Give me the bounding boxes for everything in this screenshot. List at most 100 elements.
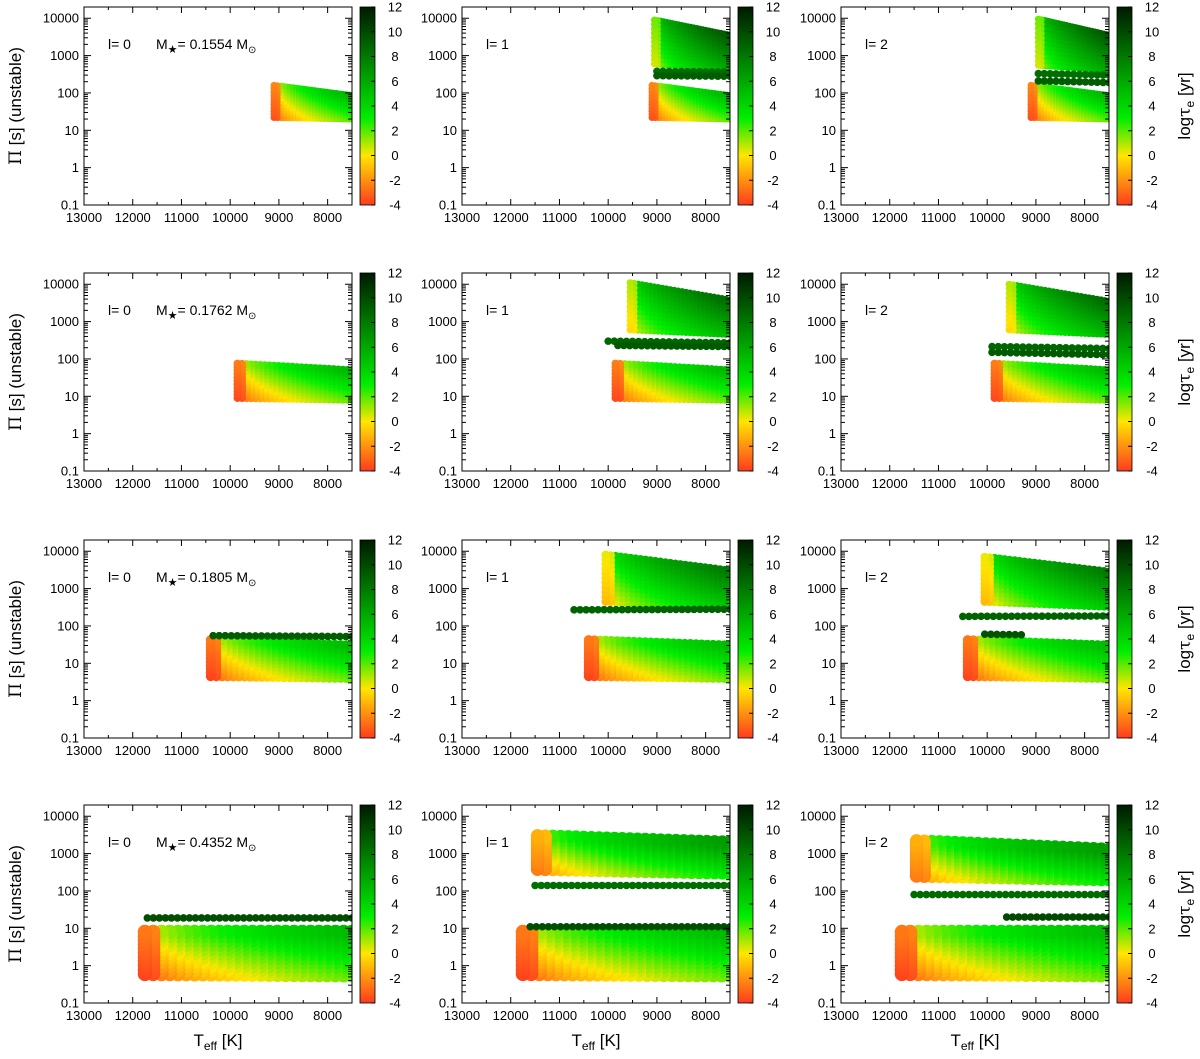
colorbar-tick-label: 0 <box>391 148 398 163</box>
panel-r1-l2: 13000 12000 11000 10000 9000 80000.1110100100… <box>800 0 1197 225</box>
y-tick-label: 10 <box>822 123 836 138</box>
y-tick-label: 10 <box>65 389 79 404</box>
data-point <box>1105 344 1109 353</box>
data-point <box>626 279 634 287</box>
data-point <box>251 632 260 640</box>
x-tick-label: 10000 <box>969 210 1005 225</box>
data-point <box>695 72 704 80</box>
data-point <box>994 348 1003 357</box>
colorbar-tick-label: 12 <box>388 0 402 15</box>
mode-band-2 <box>626 279 730 339</box>
x-tick-label: 10000 <box>212 476 248 491</box>
colorbar-label: logτe [yr] <box>1175 72 1197 139</box>
colorbar-tick-label: 10 <box>388 557 402 572</box>
data-point <box>324 632 332 641</box>
data-point <box>1081 78 1090 86</box>
data-point <box>293 632 302 640</box>
data-point <box>684 342 693 350</box>
data-point <box>1000 342 1009 351</box>
data-point <box>690 342 699 350</box>
mass-value: = 0.1805 <box>178 569 233 585</box>
panel-r3-l1: 13000 12000 11000 10000 9000 80000.1110100100… <box>421 533 780 759</box>
colorbar-tick-label: 10 <box>766 24 780 39</box>
data-point <box>257 632 266 640</box>
data-point <box>1012 343 1021 351</box>
y-tick-label: 1 <box>829 426 836 441</box>
panel-r2-l0: 13000 12000 11000 10000 9000 80000.1110100100… <box>6 266 402 492</box>
data-point <box>275 632 284 640</box>
data-point <box>714 72 722 80</box>
y-tick-label: 10000 <box>421 277 457 292</box>
data-point <box>988 348 996 357</box>
y-tick-label: 1000 <box>50 314 79 329</box>
y-tick-label: 0.1 <box>61 731 79 746</box>
x-tick-label: 11000 <box>542 476 577 491</box>
mass-star: ★ <box>168 44 178 56</box>
x-tick-label: 11000 <box>164 210 199 225</box>
y-tick-label: 1 <box>72 160 79 175</box>
l-label: l= 0 <box>108 36 131 52</box>
colorbar-tick-label: 12 <box>388 266 402 281</box>
mass-symbol: M <box>156 302 168 318</box>
x-tick-label: 10000 <box>212 210 248 225</box>
data-point <box>1049 343 1058 352</box>
data-point <box>661 342 669 350</box>
data-point <box>631 341 640 350</box>
data-point <box>1040 69 1049 78</box>
y-tick-label: 100 <box>814 85 836 100</box>
y-tick-label: 100 <box>814 351 836 366</box>
colorbar-tick-label: 8 <box>1148 315 1155 330</box>
x-tick-label: 9000 <box>1021 476 1050 491</box>
data-point <box>1031 343 1039 352</box>
colorbar-tick-label: -4 <box>389 464 401 479</box>
data-point <box>665 71 673 80</box>
data-point <box>637 341 646 350</box>
data-point <box>1099 344 1107 353</box>
colorbar-tick-label: 4 <box>1148 365 1155 380</box>
data-point <box>239 632 248 640</box>
data-point <box>305 632 314 641</box>
data-point <box>702 342 711 351</box>
colorbar-tick-label: -2 <box>767 439 779 454</box>
data-point <box>311 632 320 641</box>
data-point <box>1037 349 1046 358</box>
data-point <box>1043 349 1052 358</box>
data-point <box>1099 71 1107 79</box>
panel-r1-l1: 13000 12000 11000 10000 9000 80000.1110100100… <box>421 0 780 225</box>
data-point <box>714 342 722 351</box>
x-tick-label: 8000 <box>313 743 342 758</box>
data-point <box>1075 70 1084 79</box>
plot-frame <box>83 272 353 472</box>
colorbar-tick-label: 2 <box>769 389 776 404</box>
data-point <box>604 337 612 345</box>
data-point <box>990 359 999 368</box>
data-point <box>1074 350 1083 358</box>
colorbar-tick-label: 0 <box>391 681 398 696</box>
x-tick-label: 9000 <box>264 476 293 491</box>
data-group <box>233 359 352 404</box>
mode-band-1 <box>583 635 730 684</box>
y-tick-label: 1000 <box>50 48 79 63</box>
y-tick-label: 1 <box>72 426 79 441</box>
panel-r1-l0: 13000 12000 11000 10000 9000 80000.1110100100… <box>6 0 402 225</box>
colorbar-tick-label: 4 <box>391 365 398 380</box>
data-point <box>1075 78 1084 86</box>
colorbar-tick-label: 8 <box>391 582 398 597</box>
data-point <box>1087 78 1096 86</box>
data-point <box>245 632 254 640</box>
data-point <box>1081 70 1090 79</box>
data-point <box>1063 70 1072 79</box>
y-axis-label-text: [s] (unstable) <box>6 313 25 416</box>
l-label: l= 1 <box>486 36 509 52</box>
x-tick-label: 9000 <box>642 210 671 225</box>
colorbar-tick-label: 6 <box>769 340 776 355</box>
panel-r2-l1: 13000 12000 11000 10000 9000 80000.1110100100… <box>421 266 780 492</box>
colorbar-tick-label: 4 <box>391 632 398 647</box>
y-axis-label-symbol: Π <box>6 416 26 431</box>
y-tick-label: 10000 <box>43 544 79 559</box>
x-tick-label: 13000 <box>444 476 480 491</box>
x-tick-label: 11000 <box>164 476 199 491</box>
data-point <box>1006 348 1015 357</box>
data-point <box>1058 77 1066 86</box>
data-point <box>683 72 692 80</box>
